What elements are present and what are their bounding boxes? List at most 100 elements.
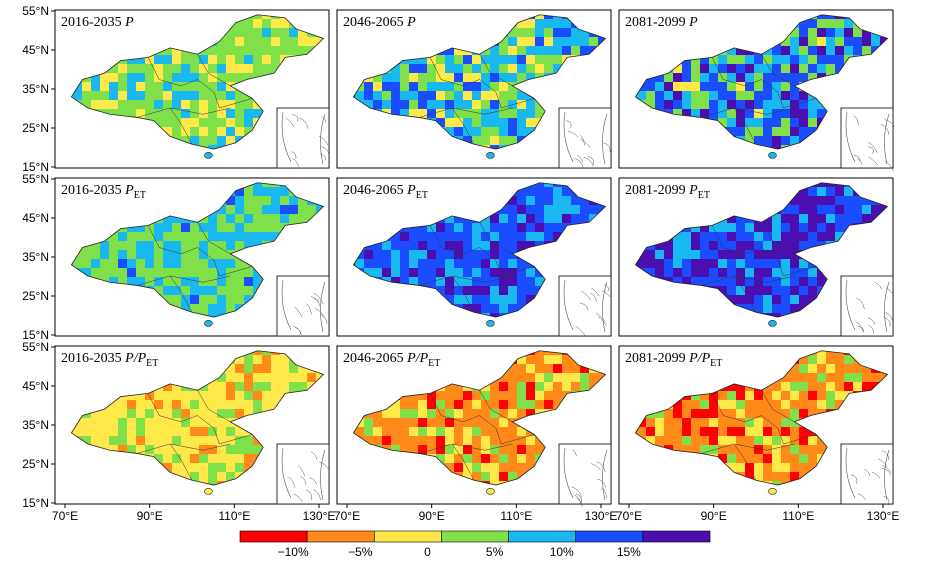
map-cell [517, 232, 527, 242]
map-cell [217, 373, 227, 383]
map-cell [499, 268, 509, 278]
map-cell [481, 286, 491, 296]
map-cell [190, 109, 200, 119]
map-cell [490, 436, 500, 446]
map-cell [790, 400, 800, 410]
map-cell [517, 373, 527, 383]
map-cell [181, 100, 191, 110]
map-cell [454, 100, 464, 110]
map-cell [172, 286, 182, 296]
hainan-island [768, 320, 777, 327]
map-cell [427, 73, 437, 83]
map-cell [790, 391, 800, 401]
map-cell [835, 355, 845, 365]
map-cell [436, 250, 446, 260]
map-cell [445, 232, 455, 242]
province-border [733, 107, 757, 145]
map-cell [718, 118, 728, 128]
map-cell [253, 350, 263, 356]
map-cell [172, 73, 182, 83]
map-cell [418, 232, 428, 242]
map-cell [400, 418, 410, 428]
map-cell [790, 127, 800, 137]
map-cell [772, 73, 782, 83]
map-cell [208, 118, 218, 128]
map-cell [508, 205, 518, 215]
map-cell [73, 427, 83, 437]
map-cell [526, 37, 536, 47]
map-cell [262, 232, 272, 242]
map-cell [781, 223, 791, 233]
map-cell [208, 409, 218, 419]
panel-title: 2016-2035 P/PET [61, 351, 158, 369]
map-cell [226, 250, 236, 260]
map-cell [235, 295, 245, 305]
map-cell [499, 205, 509, 215]
map-cell [100, 436, 110, 446]
map-cell [382, 73, 392, 83]
map-cell [472, 118, 482, 128]
map-cell [262, 364, 272, 374]
map-cell [646, 100, 656, 110]
map-cell [181, 118, 191, 128]
map-cell [526, 187, 536, 197]
map-cell [109, 445, 119, 455]
map-cell [799, 400, 809, 410]
map-cell [289, 28, 299, 38]
map-cell [754, 91, 764, 101]
map-cell [253, 355, 263, 365]
map-cell [373, 418, 383, 428]
map-cell [700, 436, 710, 446]
map-cell [154, 286, 164, 296]
map-cell [490, 136, 500, 146]
map-cell [745, 118, 755, 128]
map-cell [235, 205, 245, 215]
map-cell [535, 205, 545, 215]
map-cell [289, 214, 299, 224]
map-cell [835, 28, 845, 38]
province-border [429, 57, 497, 93]
map-cell [718, 55, 728, 65]
map-cell [526, 127, 536, 137]
map-cell [199, 445, 209, 455]
map-cell [463, 409, 473, 419]
map-cell [862, 46, 872, 56]
panel-period: 2046-2065 [343, 15, 407, 30]
map-cell [145, 100, 155, 110]
map-cell [853, 382, 863, 392]
map-cell [700, 409, 710, 419]
map-cell [472, 250, 482, 260]
map-cell [226, 136, 236, 146]
map-cell [190, 472, 200, 482]
map-cell [544, 373, 554, 383]
map-cell [517, 268, 527, 278]
map-cell [499, 400, 509, 410]
map-cell [118, 109, 128, 119]
map-cell [727, 73, 737, 83]
map-cell [562, 28, 572, 38]
map-cell [226, 64, 236, 74]
map-cell [736, 250, 746, 260]
map-cell [235, 286, 245, 296]
map-cell [862, 214, 872, 224]
map-cell [799, 187, 809, 197]
map-cell [535, 232, 545, 242]
map-cell [481, 445, 491, 455]
map-cell [754, 400, 764, 410]
map-cell [127, 436, 137, 446]
map-cell [490, 55, 500, 65]
map-cell [736, 82, 746, 92]
map-cell [664, 91, 674, 101]
map-cell [655, 73, 665, 83]
map-cell [781, 295, 791, 305]
map-cell [490, 445, 500, 455]
map-cell [544, 187, 554, 197]
map-cell [808, 73, 818, 83]
map-cell [700, 223, 710, 233]
map-cell [271, 64, 281, 74]
map-cell [862, 364, 872, 374]
country-border [352, 182, 607, 318]
map-cell [445, 91, 455, 101]
map-cell [445, 463, 455, 473]
map-cell [109, 418, 119, 428]
